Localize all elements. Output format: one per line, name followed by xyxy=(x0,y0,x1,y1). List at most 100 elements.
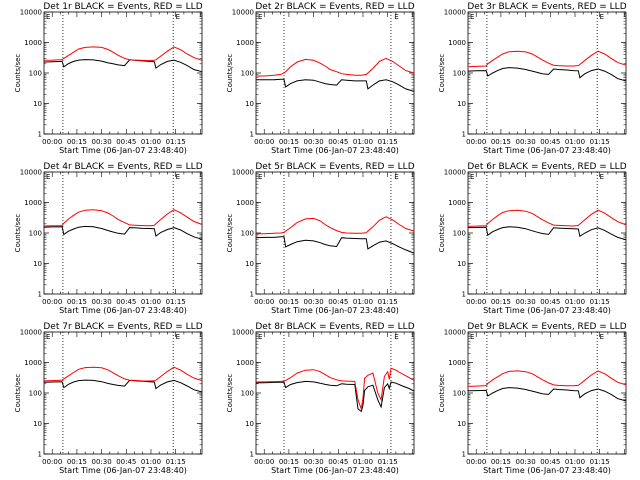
y-tick-label: 10 xyxy=(245,420,254,428)
y-tick-label: 10000 xyxy=(232,9,254,17)
x-tick-label: 00:15 xyxy=(491,298,511,306)
y-tick-label: 100 xyxy=(453,390,466,398)
x-tick-label: 00:45 xyxy=(328,138,348,146)
y-tick-label: 100 xyxy=(241,70,254,78)
lld-series-line xyxy=(467,209,627,227)
x-tick-label: 00:00 xyxy=(254,458,274,466)
detector-panel: Det 7r BLACK = Events, RED = LLD 1 10 100 10… xyxy=(14,322,203,475)
x-tick-label: 00:00 xyxy=(254,298,274,306)
corner-marker-label: E xyxy=(470,173,474,181)
x-tick-label: 01:00 xyxy=(353,298,373,306)
x-axis-label: Start Time (06-Jan-07 23:48:40) xyxy=(483,146,611,155)
y-axis-label: Counts/sec xyxy=(438,54,446,93)
x-tick-label: 00:00 xyxy=(254,138,274,146)
marker-label: E xyxy=(600,13,604,21)
y-tick-label: 100 xyxy=(453,70,466,78)
lld-series-line xyxy=(43,366,203,382)
y-tick-label: 10 xyxy=(245,260,254,268)
y-axis-label: Counts/sec xyxy=(438,374,446,413)
panel-title: Det 9r BLACK = Events, RED = LLD xyxy=(467,322,626,332)
x-tick-label: 00:00 xyxy=(466,458,486,466)
x-tick-label: 01:00 xyxy=(141,298,161,306)
x-tick-label: 01:15 xyxy=(378,458,398,466)
x-tick-label: 01:00 xyxy=(565,458,585,466)
y-tick-label: 10 xyxy=(245,100,254,108)
corner-marker-label: E xyxy=(258,173,262,181)
marker-label: E xyxy=(176,333,180,341)
corner-marker-label: E xyxy=(258,13,262,21)
y-tick-label: 100 xyxy=(241,390,254,398)
panel-title: Det 5r BLACK = Events, RED = LLD xyxy=(255,162,414,172)
y-tick-label: 10000 xyxy=(20,9,42,17)
marker-label: E xyxy=(176,173,180,181)
x-tick-label: 01:15 xyxy=(590,138,610,146)
x-tick-label: 01:00 xyxy=(141,138,161,146)
y-tick-label: 10 xyxy=(457,260,466,268)
x-tick-label: 00:15 xyxy=(491,138,511,146)
x-tick-label: 00:45 xyxy=(540,138,560,146)
y-tick-label: 1 xyxy=(462,131,466,139)
detector-panel: Det 2r BLACK = Events, RED = LLD 1 10 100 10… xyxy=(226,2,415,155)
plot-frame xyxy=(43,171,203,295)
marker-label: E xyxy=(176,13,180,21)
x-tick-label: 00:30 xyxy=(516,298,536,306)
y-tick-label: 10 xyxy=(457,420,466,428)
x-tick-label: 00:30 xyxy=(516,458,536,466)
marker-label: E xyxy=(600,333,604,341)
y-tick-label: 10 xyxy=(33,100,42,108)
x-tick-label: 01:00 xyxy=(565,138,585,146)
events-series-line xyxy=(467,387,627,402)
panel-title: Det 7r BLACK = Events, RED = LLD xyxy=(43,322,202,332)
y-tick-label: 10000 xyxy=(444,329,466,337)
y-tick-label: 10000 xyxy=(444,9,466,17)
events-series-line xyxy=(467,67,627,82)
events-series-line xyxy=(43,59,203,73)
y-axis-label: Counts/sec xyxy=(14,374,22,413)
plot-frame xyxy=(255,331,415,455)
y-tick-label: 10000 xyxy=(20,329,42,337)
events-series-line xyxy=(256,78,415,92)
x-tick-label: 00:15 xyxy=(279,138,299,146)
detector-panel: Det 6r BLACK = Events, RED = LLD 1 10 100 10… xyxy=(438,162,627,315)
marker-label: E xyxy=(394,173,398,181)
panel-title: Det 6r BLACK = Events, RED = LLD xyxy=(467,162,626,172)
detector-panel: Det 1r BLACK = Events, RED = LLD 1 10 100 10… xyxy=(14,2,203,155)
x-axis-label: Start Time (06-Jan-07 23:48:40) xyxy=(271,466,399,475)
x-axis-label: Start Time (06-Jan-07 23:48:40) xyxy=(59,466,187,475)
x-tick-label: 00:00 xyxy=(466,298,486,306)
x-tick-label: 00:45 xyxy=(116,138,136,146)
x-tick-label: 01:00 xyxy=(565,298,585,306)
y-tick-label: 1000 xyxy=(236,39,254,47)
x-tick-label: 00:45 xyxy=(328,298,348,306)
x-tick-label: 00:00 xyxy=(42,458,62,466)
plot-frame xyxy=(255,11,415,135)
x-tick-label: 01:00 xyxy=(353,458,373,466)
y-axis-label: Counts/sec xyxy=(14,214,22,253)
lld-series-line xyxy=(43,46,203,62)
detector-panel: Det 5r BLACK = Events, RED = LLD 1 10 100 10… xyxy=(226,162,415,315)
marker-label: E xyxy=(394,333,398,341)
plot-frame xyxy=(467,11,627,135)
y-tick-label: 100 xyxy=(29,70,42,78)
x-tick-label: 00:30 xyxy=(304,138,324,146)
detector-panel: Det 8r BLACK = Events, RED = LLD 1 10 100 10… xyxy=(226,322,415,475)
x-tick-label: 00:15 xyxy=(279,458,299,466)
x-tick-label: 00:15 xyxy=(67,298,87,306)
lld-series-line xyxy=(255,367,415,410)
y-tick-label: 10 xyxy=(33,260,42,268)
x-tick-label: 00:30 xyxy=(304,298,324,306)
y-tick-label: 1000 xyxy=(236,359,254,367)
panel-title: Det 1r BLACK = Events, RED = LLD xyxy=(43,2,202,12)
x-tick-label: 00:15 xyxy=(67,458,87,466)
x-tick-label: 01:15 xyxy=(166,138,186,146)
plot-frame xyxy=(43,11,203,135)
detector-panel: Det 9r BLACK = Events, RED = LLD 1 10 100 10… xyxy=(438,322,627,475)
corner-marker-label: E xyxy=(46,173,50,181)
x-tick-label: 00:00 xyxy=(42,298,62,306)
y-tick-label: 1000 xyxy=(24,359,42,367)
x-axis-label: Start Time (06-Jan-07 23:48:40) xyxy=(483,306,611,315)
x-tick-label: 01:15 xyxy=(166,458,186,466)
corner-marker-label: E xyxy=(46,13,50,21)
corner-marker-label: E xyxy=(258,333,262,341)
y-tick-label: 10000 xyxy=(232,329,254,337)
